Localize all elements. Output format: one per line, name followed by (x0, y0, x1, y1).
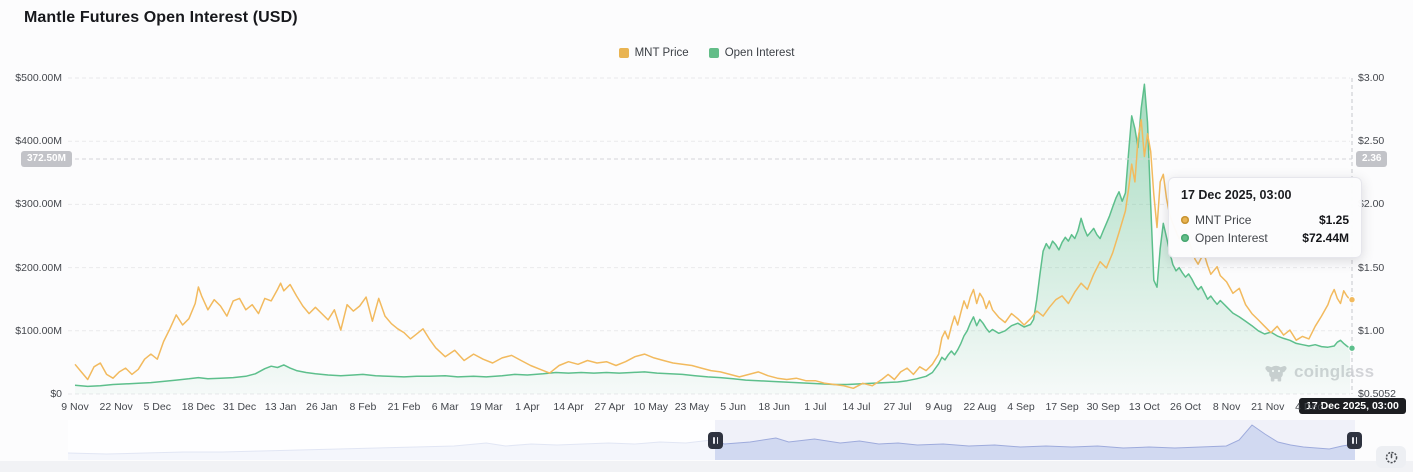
chart-legend: MNT Price Open Interest (0, 47, 1413, 59)
x-axis-tick-label: 19 Mar (469, 401, 503, 413)
chart-tooltip: 17 Dec 2025, 03:00 MNT Price $1.25 Open … (1168, 177, 1362, 258)
tooltip-value: $1.25 (1318, 213, 1349, 227)
legend-item-open-interest[interactable]: Open Interest (708, 47, 795, 59)
x-axis-tick-label: 22 Aug (963, 401, 997, 413)
y-axis-right-tick-label: $3.00 (1358, 72, 1385, 84)
tooltip-label: Open Interest (1195, 231, 1268, 245)
x-axis-tick-label: 26 Oct (1170, 401, 1201, 413)
x-axis-tick-label: 4 Sep (1007, 401, 1035, 413)
refresh-timer-button[interactable] (1376, 446, 1406, 468)
y-axis-right-tick-label: $0.5052 (1358, 388, 1396, 400)
y-axis-left-tick-label: $300.00M (15, 198, 62, 211)
open-interest-area (75, 84, 1350, 395)
page-title: Mantle Futures Open Interest (USD) (24, 9, 298, 26)
x-axis-tick-label: 8 Nov (1212, 401, 1241, 413)
grip-bar-icon (1352, 437, 1354, 444)
x-axis-tick-label: 14 Apr (553, 401, 584, 413)
x-axis-tick-label: 27 Apr (594, 401, 625, 413)
legend-label: Open Interest (724, 47, 795, 59)
mnt-price-swatch-icon (618, 48, 629, 58)
x-axis-tick-label: 27 Jul (883, 401, 912, 413)
crosshair-date-badge: 17 Dec 2025, 03:00 (1299, 398, 1406, 414)
open-interest-dot-icon (1181, 234, 1189, 242)
y-axis-left-tick-label: $100.00M (15, 324, 62, 337)
x-axis-tick-label: 22 Nov (99, 401, 133, 413)
tooltip-label: MNT Price (1195, 213, 1252, 227)
navigator-left-handle[interactable] (708, 432, 723, 449)
y-axis-left-tick-label: $400.00M (15, 135, 62, 148)
navigator-unselected-mask (68, 420, 715, 460)
x-axis-tick-label: 13 Jan (264, 401, 297, 413)
mnt-price-marker (1348, 296, 1356, 304)
open-interest-marker (1348, 344, 1356, 352)
x-axis-tick-label: 1 Apr (515, 401, 540, 413)
x-axis-tick-label: 23 May (674, 401, 710, 413)
grip-bar-icon (713, 437, 715, 444)
tooltip-row-open-interest: Open Interest $72.44M (1181, 229, 1349, 247)
navigator-right-handle[interactable] (1347, 432, 1362, 449)
open-interest-line (74, 83, 1351, 388)
x-axis-tick-label: 26 Jan (306, 401, 338, 413)
tooltip-date: 17 Dec 2025, 03:00 (1181, 188, 1292, 202)
mnt-price-dot-icon (1181, 216, 1189, 224)
grip-bar-icon (716, 437, 718, 444)
grip-bar-icon (1355, 437, 1357, 444)
x-axis-tick-label: 31 Dec (222, 401, 257, 413)
legend-label: MNT Price (634, 47, 689, 59)
y-axis-right-tick-label: $1.00 (1358, 324, 1385, 337)
x-axis-tick-label: 14 Jul (842, 401, 871, 413)
x-axis-tick-label: 9 Nov (61, 401, 89, 413)
y-axis-right-tick-label: $2.50 (1358, 135, 1385, 148)
y-axis-left-tick-label: $0 (50, 388, 62, 400)
x-axis-tick-label: 5 Jun (720, 401, 746, 413)
x-axis-tick-label: 5 Dec (143, 401, 171, 413)
x-axis-tick-label: 30 Sep (1086, 401, 1120, 413)
y-axis-left-tick-label: $500.00M (15, 72, 62, 84)
x-axis-tick-label: 13 Oct (1128, 401, 1160, 413)
legend-item-mnt-price[interactable]: MNT Price (618, 47, 689, 59)
x-axis-tick-label: 8 Feb (349, 401, 377, 413)
y-axis-right-tick-label: $2.00 (1358, 198, 1385, 211)
tooltip-row-mnt-price: MNT Price $1.25 (1181, 211, 1349, 229)
open-interest-swatch-icon (708, 48, 719, 58)
x-axis-tick-label: 4 Dec (1295, 401, 1323, 413)
x-axis-tick-label: 17 Sep (1045, 401, 1079, 413)
x-axis-tick-label: 6 Mar (431, 401, 459, 413)
crosshair-right-axis-badge: 2.36 (1356, 151, 1388, 167)
x-axis-tick-label: 18 Dec (181, 401, 216, 413)
horizontal-scrollbar-track[interactable] (0, 461, 1413, 472)
x-axis-tick-label: 10 May (633, 401, 669, 413)
y-axis-left-tick-label: $200.00M (15, 261, 62, 274)
x-axis-tick-label: 21 Feb (387, 401, 421, 413)
x-axis-tick-label: 18 Jun (758, 401, 790, 413)
tooltip-value: $72.44M (1302, 231, 1349, 245)
y-axis-right-tick-label: $1.50 (1358, 261, 1385, 274)
crosshair-left-axis-badge: 372.50M (21, 151, 72, 167)
timer-clock-icon (1385, 451, 1397, 463)
x-axis-tick-label: 21 Nov (1251, 401, 1285, 413)
x-axis-tick-label: 9 Aug (925, 401, 953, 413)
x-axis-tick-label: 1 Jul (804, 401, 827, 413)
navigator-selected-range[interactable] (715, 420, 1355, 460)
